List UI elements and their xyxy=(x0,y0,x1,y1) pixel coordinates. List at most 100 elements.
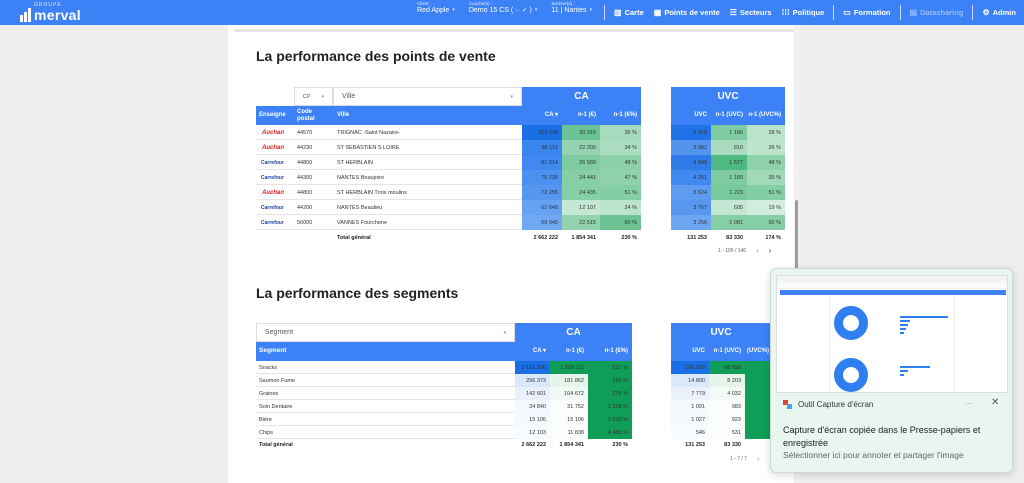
total-ca: 2 662 222 xyxy=(533,234,558,241)
cell-uvc: 106 010 xyxy=(671,361,709,374)
cell-ca-pct: 1 000 % xyxy=(588,413,632,426)
cp-filter-dropdown[interactable]: CP ▾ xyxy=(294,87,333,106)
table-row[interactable] xyxy=(256,426,515,439)
col-code-postal[interactable]: Code postal xyxy=(297,109,315,122)
col-seg-ca-n1-pct[interactable]: n-1 (€%) xyxy=(604,348,628,355)
cell-ca-pct: 276 % xyxy=(588,387,632,400)
enseigne-logo-carrefour: Carrefour xyxy=(261,174,284,181)
segments-section-title: La performance des segments xyxy=(256,285,459,301)
cell-uvc-pct xyxy=(745,413,771,426)
more-options-icon[interactable]: ··· xyxy=(965,399,973,408)
client-filter[interactable]: Client : Red Apple ▾ xyxy=(417,1,455,14)
col-enseigne[interactable]: Enseigne xyxy=(259,112,286,119)
table-row[interactable] xyxy=(256,215,522,230)
col-uvc[interactable]: UVC xyxy=(694,112,707,119)
table-row[interactable] xyxy=(256,400,515,413)
cell-ca-n1: 15 106 xyxy=(550,413,588,426)
cell-ca-n1: 22 200 xyxy=(562,140,600,155)
table-row[interactable] xyxy=(256,185,522,200)
nav-points-de-vente[interactable]: ▦ Points de vente xyxy=(649,8,725,17)
col-ca-n1-pct[interactable]: n-1 (€%) xyxy=(613,112,637,119)
next-page-icon[interactable]: › xyxy=(768,246,772,255)
secteurs-filter[interactable]: Secteur(s) : 11 | Nantes ▾ xyxy=(551,1,593,14)
enseigne-logo-auchan: Auchan xyxy=(262,189,285,196)
caret-down-icon: ▾ xyxy=(589,6,593,13)
col-uvc-n1[interactable]: n-1 (UVC) xyxy=(715,112,743,119)
cell-ville: VANNES Fourchene xyxy=(337,219,388,226)
seg-total-uvc: 131 253 xyxy=(685,442,705,448)
col-seg-uvc[interactable]: UVC xyxy=(692,348,705,355)
cell-uvc-n1: 923 xyxy=(709,413,745,426)
table-row[interactable] xyxy=(256,155,522,170)
caret-down-icon: ▾ xyxy=(321,93,324,100)
cell-uvc-pct xyxy=(745,374,771,387)
close-icon[interactable]: ✕ xyxy=(991,397,1000,408)
cell-ca-n1: 1 509 111 xyxy=(550,361,588,374)
table-row[interactable] xyxy=(256,374,515,387)
col-seg-uvc-n1[interactable]: n-1 (UVC) xyxy=(713,348,741,355)
cell-ca: 12 103 xyxy=(515,426,550,439)
prev-page-icon[interactable]: ‹ xyxy=(756,246,759,255)
nav-admin[interactable]: ⚙ Admin xyxy=(977,8,1021,17)
table-row[interactable] xyxy=(256,140,522,155)
cell-uvc: 4 849 xyxy=(671,155,711,170)
prev-page-icon[interactable]: ‹ xyxy=(756,454,760,463)
cell-uvc-pct: 50 % xyxy=(747,215,785,230)
cell-cp: 44230 xyxy=(297,144,313,151)
col-uvc-n1-pct[interactable]: n-1 (UVC%) xyxy=(748,112,781,119)
logo-text: merval xyxy=(34,7,81,23)
cell-segment: Bière xyxy=(259,416,272,423)
total-ca-n1: 1 854 341 xyxy=(571,234,596,241)
cell-ca-n1: 31 752 xyxy=(550,400,588,413)
enseigne-logo-carrefour: Carrefour xyxy=(261,219,284,226)
table-row[interactable] xyxy=(256,413,515,426)
seg-total-uvc-n1: 83 330 xyxy=(724,442,741,448)
cell-ca-pct: 51 % xyxy=(600,185,641,200)
cell-uvc: 5 419 xyxy=(671,125,711,140)
cell-uvc-n1: 1 189 xyxy=(711,170,747,185)
nav-formation[interactable]: ▭ Formation xyxy=(838,8,895,17)
table-row[interactable] xyxy=(256,170,522,185)
nav-secteurs[interactable]: ☰ Secteurs xyxy=(725,8,777,17)
segment-filter-dropdown[interactable]: Segment ▾ xyxy=(256,323,515,342)
col-ca-sorted[interactable]: CA ▾ xyxy=(544,112,558,119)
table-row[interactable] xyxy=(256,387,515,400)
cell-ca: 113 728 xyxy=(522,125,562,140)
enseigne-logo-auchan: Auchan xyxy=(262,144,285,151)
cell-cp: 44200 xyxy=(297,204,313,211)
ville-filter-dropdown[interactable]: Ville ▾ xyxy=(333,87,522,106)
couches-filter[interactable]: Couche(s) : Demo 15 CS ( ·· ✓ ) ▾ xyxy=(469,1,538,14)
presentation-icon: ▭ xyxy=(843,8,851,17)
table-row[interactable] xyxy=(256,125,522,140)
scrollbar-thumb[interactable] xyxy=(795,200,798,270)
cell-uvc-pct xyxy=(745,361,771,374)
merval-logo[interactable]: GROUPE merval xyxy=(20,3,81,22)
nav-carte[interactable]: ▥ Carte xyxy=(609,8,649,17)
cell-uvc-n1: 4 032 xyxy=(709,387,745,400)
col-seg-uvc-pct[interactable]: (UVC%) xyxy=(747,348,769,355)
col-segment[interactable]: Segment xyxy=(259,347,287,355)
seg-uvc-columns-header xyxy=(671,342,771,361)
screenshot-notification[interactable]: Outil Capture d'écran ··· ✕ Capture d'éc… xyxy=(770,268,1013,473)
cell-ville: ST SEBASTIEN S LOIRE xyxy=(337,144,400,151)
cell-ca-pct: 1 028 % xyxy=(588,400,632,413)
col-seg-ca-sorted[interactable]: CA ▾ xyxy=(532,348,546,355)
col-seg-ca-n1[interactable]: n-1 (€) xyxy=(566,348,584,355)
cell-uvc: 3 256 xyxy=(671,215,711,230)
col-ca-n1[interactable]: n-1 (€) xyxy=(578,112,596,119)
cell-cp: 44570 xyxy=(297,129,313,136)
screenshot-thumbnail[interactable] xyxy=(776,275,1008,393)
cell-uvc-pct: 48 % xyxy=(747,155,785,170)
cell-uvc-pct: 51 % xyxy=(747,185,785,200)
nav-politique[interactable]: ⁞⁞⁞ Politique xyxy=(777,8,830,17)
col-ville[interactable]: Ville xyxy=(337,112,350,119)
enseigne-logo-carrefour: Carrefour xyxy=(261,204,284,211)
seg-ca-group-header: CA xyxy=(515,323,632,342)
table-row[interactable] xyxy=(256,361,515,374)
cell-uvc-pct xyxy=(745,400,771,413)
secteurs-filter-value: 11 | Nantes xyxy=(551,6,587,14)
cell-ville: ST HERBLAIN Trois moulins xyxy=(337,189,407,196)
nav-points-de-vente-label: Points de vente xyxy=(664,8,720,17)
table-row[interactable] xyxy=(256,200,522,215)
total-ca-pct: 230 % xyxy=(621,234,637,241)
